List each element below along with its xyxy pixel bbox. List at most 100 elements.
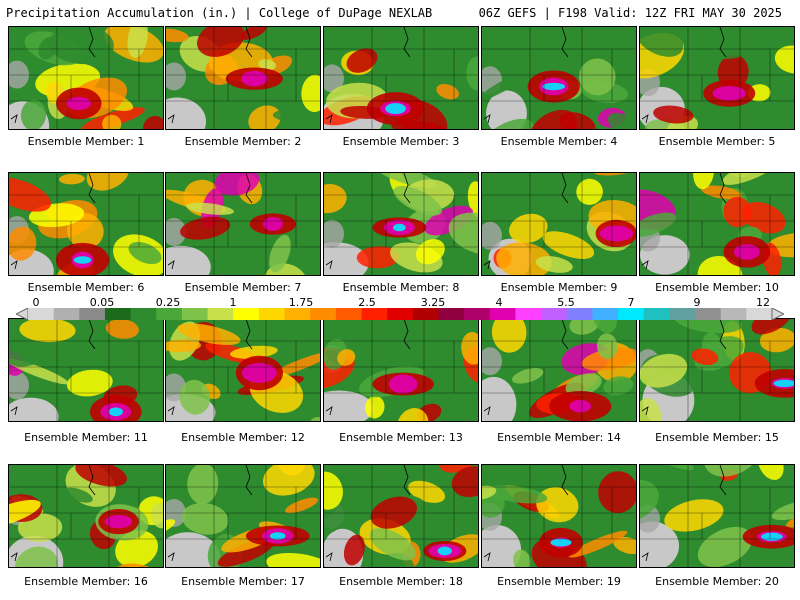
color-scale-swatch [130,308,157,320]
precipitation-map [166,173,320,275]
color-scale-swatch [233,308,260,320]
color-scale-tick-label: 4 [495,296,503,309]
color-scale-swatch [335,308,363,320]
precipitation-map [9,27,163,129]
precipitation-map [640,319,794,421]
precipitation-map [482,319,636,421]
color-scale-swatch [720,308,747,320]
color-scale-swatch [53,308,80,320]
ensemble-member-map [481,26,637,130]
ensemble-member-label: Ensemble Member: 16 [24,575,148,588]
ensemble-member-label: Ensemble Member: 6 [27,281,145,294]
ensemble-member-map [639,464,795,568]
ensemble-member-map [639,318,795,422]
color-scale-tick-label: 0.05 [89,296,115,309]
color-scale-tick-label: 2.5 [358,296,376,309]
precipitation-map [9,319,163,421]
color-scale-swatch [284,308,311,320]
color-scale-swatch [310,308,337,320]
ensemble-member-label: Ensemble Member: 1 [27,135,145,148]
color-scale-swatch [515,308,542,320]
ensemble-member-map [481,318,637,422]
color-scale-swatch [746,308,773,320]
precipitation-map [9,465,163,567]
ensemble-member-label: Ensemble Member: 12 [181,431,305,444]
color-scale-swatch [438,308,465,320]
color-scale-tick-label: 1 [229,296,237,309]
ensemble-member-map [8,464,164,568]
ensemble-member-label: Ensemble Member: 7 [184,281,302,294]
precipitation-map [640,27,794,129]
ensemble-member-label: Ensemble Member: 14 [497,431,621,444]
precipitation-map [9,173,163,275]
precipitation-map [324,319,478,421]
ensemble-member-map [165,318,321,422]
color-scale-swatch [387,308,414,320]
ensemble-member-label: Ensemble Member: 11 [24,431,148,444]
color-scale-swatch [643,308,670,320]
ensemble-member-label: Ensemble Member: 5 [658,135,776,148]
precipitation-map [324,465,478,567]
ensemble-member-label: Ensemble Member: 8 [342,281,460,294]
ensemble-member-label: Ensemble Member: 10 [655,281,779,294]
ensemble-member-map [481,464,637,568]
color-scale-swatch [258,308,286,320]
color-scale-tick-label: 0 [32,296,40,309]
run-valid-time: 06Z GEFS | F198 Valid: 12Z FRI MAY 30 20… [478,6,782,20]
color-scale-swatch [28,308,55,320]
ensemble-member-map [165,172,321,276]
precipitation-map [640,173,794,275]
color-scale-swatch [79,308,106,320]
precipitation-map [482,173,636,275]
ensemble-member-label: Ensemble Member: 18 [339,575,463,588]
precipitation-map [482,465,636,567]
ensemble-member-label: Ensemble Member: 20 [655,575,779,588]
precipitation-map [640,465,794,567]
ensemble-member-label: Ensemble Member: 19 [497,575,621,588]
color-scale-swatch [566,308,593,320]
ensemble-member-map [323,26,479,130]
ensemble-member-label: Ensemble Member: 15 [655,431,779,444]
ensemble-member-map [8,172,164,276]
color-scale-min-arrow [16,308,29,320]
ensemble-member-label: Ensemble Member: 4 [500,135,618,148]
precipitation-map [166,465,320,567]
color-scale-swatch [489,308,516,320]
ensemble-member-map [165,464,321,568]
ensemble-member-map [639,172,795,276]
precipitation-color-scale [16,308,784,320]
color-scale-tick-label: 5.5 [557,296,575,309]
color-scale-swatch [412,308,439,320]
precipitation-map [166,319,320,421]
color-scale-tick-label: 1.75 [288,296,314,309]
precipitation-map [166,27,320,129]
ensemble-member-label: Ensemble Member: 17 [181,575,305,588]
ensemble-member-map [323,464,479,568]
color-scale-swatch [592,308,619,320]
ensemble-member-label: Ensemble Member: 2 [184,135,302,148]
color-scale-tick-label: 7 [627,296,635,309]
color-scale-max-arrow [771,308,784,320]
color-scale-swatch [104,308,132,320]
color-scale-swatch [207,308,234,320]
precipitation-map [324,173,478,275]
ensemble-member-map [323,318,479,422]
color-scale-swatch [361,308,388,320]
color-scale-swatch [156,308,183,320]
color-scale-tick-label: 12 [756,296,770,309]
ensemble-member-label: Ensemble Member: 3 [342,135,460,148]
color-scale-swatch [464,308,491,320]
map-title: Precipitation Accumulation (in.) | Colle… [6,6,433,20]
precipitation-map [482,27,636,129]
ensemble-member-label: Ensemble Member: 13 [339,431,463,444]
ensemble-member-label: Ensemble Member: 9 [500,281,618,294]
color-scale-swatch [618,308,645,320]
color-scale-swatch [669,308,696,320]
ensemble-member-map [165,26,321,130]
ensemble-member-map [481,172,637,276]
ensemble-member-map [8,26,164,130]
color-scale-tick-label: 9 [693,296,701,309]
color-scale-tick-label: 0.25 [155,296,181,309]
color-scale-swatch [181,308,209,320]
ensemble-member-map [323,172,479,276]
